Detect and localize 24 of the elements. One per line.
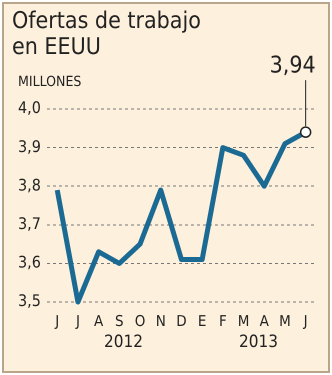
y-axis-title: MILLONES [18, 74, 82, 90]
x-tick-label: J [54, 312, 60, 330]
x-tick-label: A [260, 312, 270, 330]
y-tick-label: 4,0 [18, 98, 41, 118]
text: 2012 [103, 332, 144, 352]
y-tick-label: 3,9 [18, 136, 41, 156]
x-tick-label: D [176, 312, 187, 330]
data-label: 3,94 [270, 52, 316, 79]
x-tick-label: J [302, 312, 308, 330]
y-tick-label: 3,8 [18, 175, 41, 194]
chart-title: Ofertas de trabajo en EEUU [12, 8, 202, 60]
y-tick-label: 3,5 [18, 291, 41, 310]
x-tick-label: E [198, 312, 206, 330]
x-tick-label: M [238, 312, 250, 330]
text: 2013 [238, 332, 279, 352]
x-tick-label: O [134, 312, 146, 330]
x-tick-label: F [218, 312, 227, 330]
x-tick-label: A [94, 312, 104, 330]
y-tick-label: 3,7 [18, 214, 41, 233]
x-tick-label: S [115, 312, 124, 330]
x-tick-label: M [279, 312, 291, 330]
x-tick-label: N [156, 312, 166, 330]
y-tick-label: 3,6 [18, 252, 41, 272]
x-tick-label: J [74, 312, 80, 330]
